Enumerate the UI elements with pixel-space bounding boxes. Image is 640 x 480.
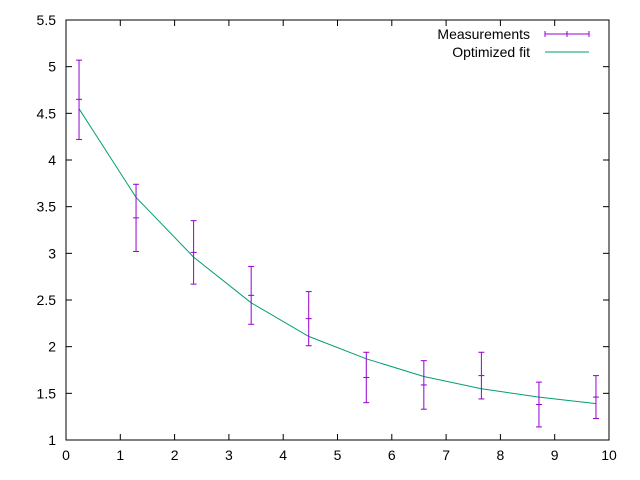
x-tick-label: 7: [442, 447, 450, 463]
y-tick-label: 2: [48, 339, 56, 355]
errorbar-point: [592, 375, 599, 420]
y-tick-label: 1.5: [37, 385, 57, 401]
errorbar-point: [305, 291, 312, 347]
x-tick-label: 8: [497, 447, 505, 463]
y-tick-label: 5.5: [37, 12, 57, 28]
errorbar-point: [76, 59, 83, 140]
errorbar-point: [420, 360, 427, 410]
data-marks: [76, 59, 599, 428]
x-tick-label: 3: [225, 447, 233, 463]
x-tick-label: 10: [601, 447, 617, 463]
y-tick-label: 4.5: [37, 105, 57, 121]
x-tick-label: 6: [388, 447, 396, 463]
x-tick-label: 1: [116, 447, 124, 463]
legend-label-measurements: Measurements: [437, 26, 530, 42]
errorbar-point: [478, 351, 485, 400]
x-tick-label: 0: [62, 447, 70, 463]
legend-label-optimized-fit: Optimized fit: [452, 44, 530, 60]
x-tick-label: 9: [551, 447, 559, 463]
legend: Measurements Optimized fit: [437, 26, 590, 60]
errorbar-point: [248, 265, 255, 325]
plot-frame: [65, 19, 610, 441]
errorbar-point: [133, 183, 140, 252]
x-tick-label: 5: [334, 447, 342, 463]
x-tick-label: 4: [279, 447, 287, 463]
errorbar-point: [535, 381, 542, 428]
errorbar-point: [190, 220, 197, 285]
y-tick-label: 3: [48, 245, 56, 261]
errorbar-point: [363, 351, 370, 404]
y-tick-label: 5: [48, 59, 56, 75]
fit-line: [78, 108, 597, 405]
y-tick-label: 1: [48, 432, 56, 448]
y-tick-label: 4: [48, 152, 56, 168]
y-tick-label: 3.5: [37, 199, 57, 215]
y-tick-label: 2.5: [37, 292, 57, 308]
x-tick-label: 2: [171, 447, 179, 463]
